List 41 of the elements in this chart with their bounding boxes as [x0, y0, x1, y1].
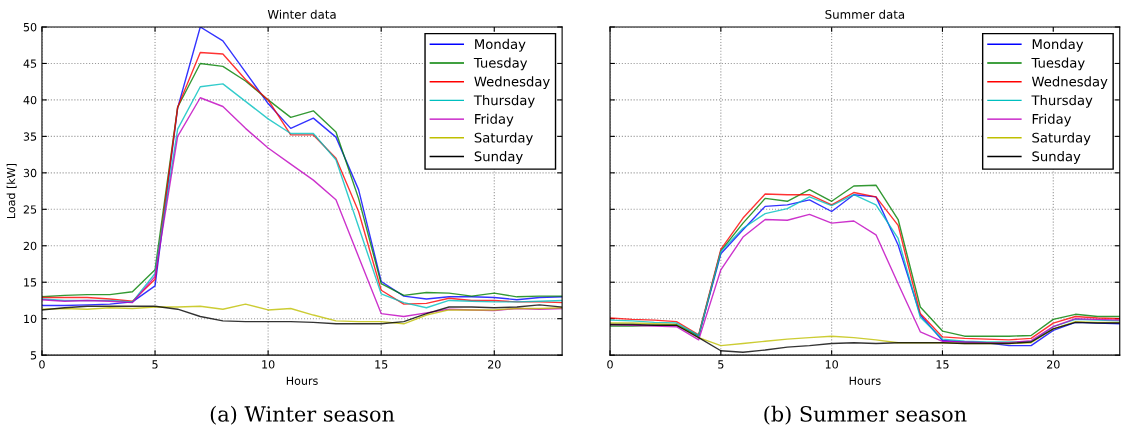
x-tick-label: 15	[375, 360, 388, 369]
legend-label: Saturday	[1032, 132, 1091, 146]
x-tick-label: 10	[825, 360, 838, 369]
legend-label: Wednesday	[474, 76, 550, 90]
x-tick-label: 10	[262, 360, 275, 369]
legend-label: Sunday	[474, 151, 523, 164]
x-tick-label: 20	[1047, 360, 1060, 369]
y-tick-label: 20	[23, 241, 37, 251]
x-axis-title: Hours	[849, 376, 881, 385]
y-tick-label: 10	[24, 314, 37, 324]
text: (a) Winter season	[210, 405, 395, 425]
y-tick-label: 15	[24, 278, 37, 287]
y-tick-label: 5	[30, 351, 37, 360]
legend-label: Saturday	[474, 132, 533, 146]
text: (b) Summer season	[764, 405, 967, 425]
x-tick-label: 5	[718, 360, 724, 369]
y-tick-label: 30	[23, 168, 37, 178]
y-axis-title: Load [kW]	[6, 163, 17, 219]
x-tick-label: 15	[936, 360, 949, 369]
legend-label: Tuesday	[473, 57, 528, 71]
chart-title: Winter data	[267, 9, 336, 19]
y-tick-label: 50	[23, 22, 37, 32]
legend-label: Thursday	[1031, 95, 1093, 108]
legend-label: Sunday	[1032, 151, 1081, 164]
y-tick-label: 25	[23, 205, 37, 214]
y-tick-label: 40	[23, 95, 37, 105]
x-tick-label: 0	[607, 360, 613, 369]
x-tick-label: 0	[39, 360, 45, 369]
legend-label: Tuesday	[1031, 57, 1085, 71]
legend-label: Monday	[1032, 38, 1084, 52]
legend-label: Wednesday	[1031, 76, 1108, 90]
legend-label: Monday	[475, 38, 526, 52]
legend-label: Friday	[475, 113, 514, 127]
legend-label: Thursday	[473, 95, 535, 108]
chart-title: Summer data	[825, 9, 905, 19]
x-tick-label: 5	[152, 360, 158, 369]
y-tick-label: 45	[23, 59, 37, 68]
legend-label: Friday	[1032, 113, 1072, 127]
x-axis-title: Hours	[286, 376, 318, 385]
x-tick-label: 20	[488, 360, 501, 369]
y-tick-label: 35	[23, 132, 37, 141]
